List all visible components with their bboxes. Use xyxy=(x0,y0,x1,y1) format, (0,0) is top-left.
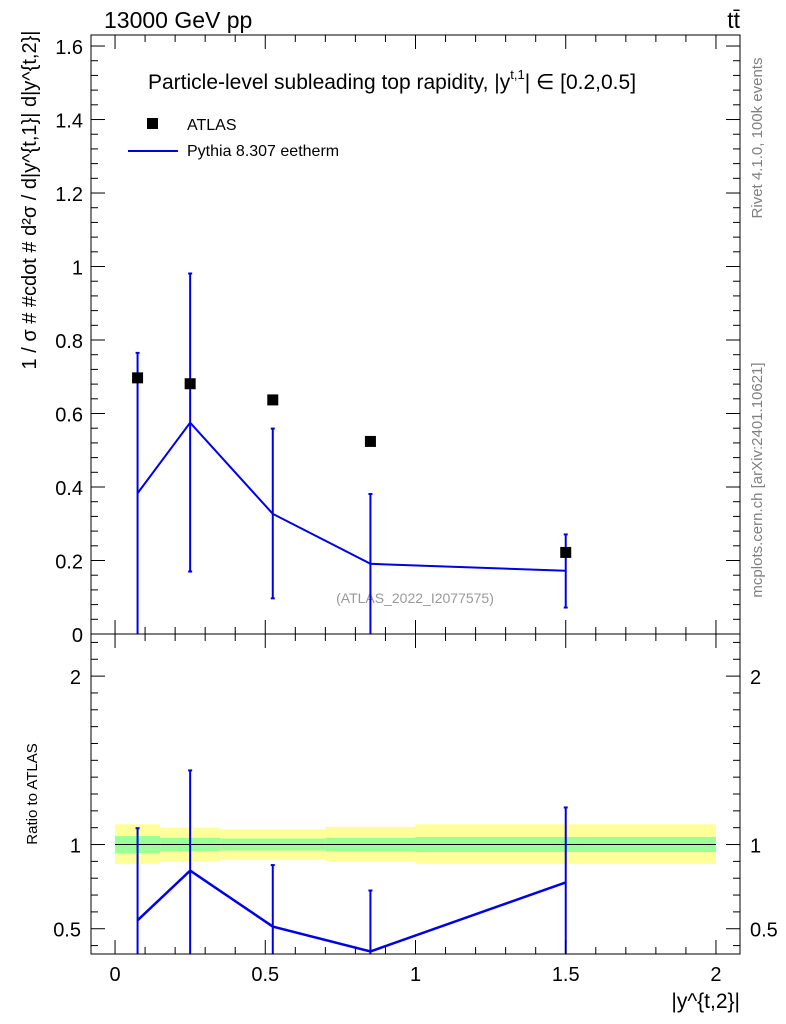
energy-label: 13000 GeV pp xyxy=(104,7,252,33)
main-y-tick-label: 1.2 xyxy=(55,184,83,206)
atlas-data-point xyxy=(364,435,376,447)
main-panel: 0 0.2 0.4 0.6 0.8 1 1.2 1.4 1.6 (ATLAS_2022_I207… xyxy=(19,31,741,647)
main-y-tick-label: 1.6 xyxy=(55,37,83,59)
main-title-tail: | ∈ [0.2,0.5] xyxy=(525,71,636,94)
ratio-mc-line xyxy=(136,869,567,953)
mc-series-ratio xyxy=(135,769,568,954)
atlas-series-main xyxy=(132,372,572,558)
legend-mc-label: Pythia 8.307 eetherm xyxy=(187,143,339,160)
main-y-axis: 0 0.2 0.4 0.6 0.8 1 1.2 1.4 1.6 xyxy=(55,37,740,647)
x-axis-label: |y^{t,2}| xyxy=(671,990,740,1013)
legend-atlas-marker xyxy=(147,118,158,129)
main-y-tick-label: 0.2 xyxy=(55,552,83,574)
ratio-y-tick-label-right: 0.5 xyxy=(750,920,778,942)
ratio-y-axis-label: Ratio to ATLAS xyxy=(24,743,41,844)
x-tick-label: 1 xyxy=(410,964,421,986)
atlas-data-point xyxy=(184,378,196,390)
main-y-tick-label: 0.6 xyxy=(55,405,83,427)
main-watermark: (ATLAS_2022_I2077575) xyxy=(336,590,494,606)
ratio-y-axis: 0.5 0.5 1 1 2 2 xyxy=(53,641,778,947)
x-tick-label: 0 xyxy=(109,964,120,986)
x-tick-label: 0.5 xyxy=(251,964,279,986)
x-tick-label: 1.5 xyxy=(552,964,580,986)
main-y-tick-label: 1 xyxy=(72,258,83,280)
main-y-tick-label: 0 xyxy=(72,625,83,647)
x-tick-label: 2 xyxy=(710,964,721,986)
ratio-y-tick-label: 0.5 xyxy=(53,920,81,942)
main-x-axis-ticks xyxy=(114,35,717,634)
main-title: Particle-level subleading top rapidity, … xyxy=(148,67,636,94)
atlas-data-point xyxy=(132,372,144,384)
ratio-panel-frame xyxy=(90,633,741,955)
legend-atlas-label: ATLAS xyxy=(187,117,237,134)
main-y-tick-label: 0.4 xyxy=(55,478,83,500)
main-y-tick-label: 1.4 xyxy=(55,111,83,133)
main-title-text: Particle-level subleading top rapidity, … xyxy=(148,71,511,94)
ratio-y-tick-label-right: 1 xyxy=(750,836,761,858)
atlas-data-point xyxy=(267,394,279,406)
mc-line xyxy=(136,421,566,572)
mc-series-main xyxy=(135,272,568,634)
main-y-axis-label: 1 / σ # #cdot # d²σ / d|y^{t,1}| d|y^{t,… xyxy=(19,31,41,370)
legend: ATLAS Pythia 8.307 eetherm xyxy=(128,117,339,160)
ratio-y-tick-label-right: 2 xyxy=(750,667,761,689)
mcplots-label: mcplots.cern.ch [arXiv:2401.10621] xyxy=(749,362,766,597)
x-axis: 0 0.5 1 1.5 2 xyxy=(109,634,722,986)
main-y-tick-label: 0.8 xyxy=(55,331,83,353)
atlas-data-point xyxy=(560,546,572,558)
ratio-y-tick-label: 1 xyxy=(70,836,81,858)
ratio-panel: 0.5 0.5 1 1 2 2 0 0.5 1 1.5 2 Ratio to ATLAS |y^{… xyxy=(24,633,778,1013)
process-label: tt̄ xyxy=(727,7,740,33)
ratio-y-tick-label: 2 xyxy=(70,667,81,689)
rivet-version-label: Rivet 4.1.0, 100k events xyxy=(749,58,766,219)
main-title-superscript: t,1 xyxy=(510,67,524,82)
